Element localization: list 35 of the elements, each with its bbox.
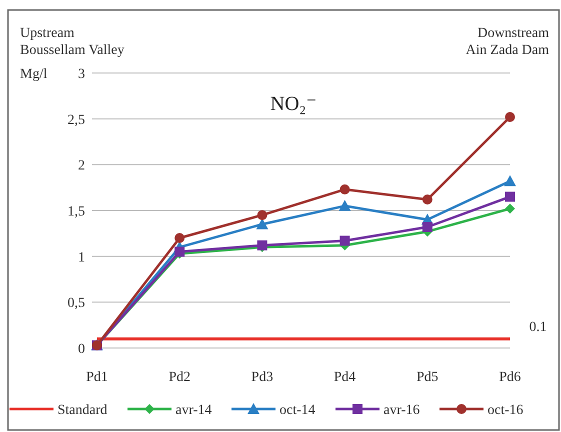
point xyxy=(257,210,268,220)
point xyxy=(338,200,351,211)
x-tick-label: Pd1 xyxy=(86,370,108,385)
point xyxy=(505,192,515,202)
y-tick-label: 2,5 xyxy=(68,112,85,128)
point xyxy=(256,218,268,230)
x-tick-label: Pd2 xyxy=(168,370,190,385)
point xyxy=(505,204,515,214)
legend-label: avr-16 xyxy=(384,403,420,418)
x-tick-label: Pd4 xyxy=(334,370,356,385)
text: Upstream Boussellam Valley xyxy=(20,26,124,58)
point xyxy=(422,222,432,232)
y-tick-label: 2 xyxy=(78,158,85,174)
y-tick-label: 1 xyxy=(78,250,85,266)
y-tick-label: 1,5 xyxy=(68,204,85,220)
point xyxy=(422,194,432,204)
annotation: 0.1 xyxy=(529,320,547,335)
x-tick-label: Pd6 xyxy=(499,370,521,385)
point xyxy=(504,175,516,186)
y-axis-title: Mg/l xyxy=(20,67,48,82)
y-tick-label: 0 xyxy=(78,342,85,357)
text: Downstream Ain Zada Dam xyxy=(466,26,550,58)
point xyxy=(340,236,350,246)
point xyxy=(505,112,515,122)
y-tick-label: 0,5 xyxy=(68,296,85,312)
legend-label: Standard xyxy=(58,403,108,418)
text: NO₂⁻ xyxy=(270,93,317,115)
x-tick-label: Pd3 xyxy=(251,370,274,385)
legend-label: avr-14 xyxy=(176,403,212,418)
point xyxy=(174,233,185,243)
legend-label: oct-14 xyxy=(280,403,316,418)
point xyxy=(340,184,350,194)
y-tick-label: 3 xyxy=(78,67,85,82)
legend-label: oct-16 xyxy=(488,403,524,418)
x-tick-label: Pd5 xyxy=(416,370,438,385)
